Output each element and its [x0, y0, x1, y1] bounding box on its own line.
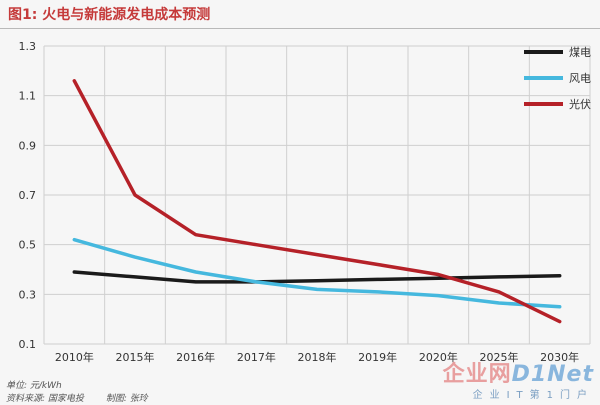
series-line-wind: [72, 237, 562, 309]
x-tick-label: 2025年: [480, 350, 519, 364]
x-tick-label: 2017年: [237, 350, 276, 364]
x-tick-label: 2010年: [55, 350, 94, 364]
y-tick-label: 0.3: [19, 288, 37, 301]
watermark-brand-cn: 企业网: [442, 362, 512, 387]
source-note: 资料来源: 国家电投 制图: 张玲: [6, 391, 148, 404]
y-tick-label: 0.9: [19, 139, 37, 152]
x-tick-label: 2020年: [419, 350, 458, 364]
author-label: 制图: 张玲: [105, 394, 148, 404]
watermark-tagline: 企业IT第1门户: [472, 390, 594, 401]
y-tick-label: 0.7: [19, 189, 37, 202]
y-axis-ticks: 0.1 0.3 0.5 0.7 0.9 1.1 1.3: [19, 40, 37, 351]
watermark-logo: 企业网D1Net 企业IT第1门户: [443, 356, 594, 401]
x-tick-label: 2018年: [298, 350, 337, 364]
watermark-brand: 企业网D1Net: [443, 356, 594, 388]
y-tick-label: 1.3: [19, 40, 37, 53]
y-tick-label: 1.1: [19, 90, 37, 103]
x-tick-label: 2030年: [540, 350, 579, 364]
watermark-brand-en: D1Net: [511, 362, 594, 387]
series-line-coal: [72, 270, 562, 284]
x-tick-label: 2016年: [176, 350, 215, 364]
y-tick-label: 0.1: [19, 338, 37, 351]
gridlines: [43, 45, 591, 345]
x-tick-label: 2015年: [116, 350, 155, 364]
legend-label-wind: 风电: [569, 72, 591, 85]
source-label: 资料来源: 国家电投: [6, 394, 84, 404]
x-axis-ticks: 2010年 2015年 2016年 2017年 2018年 2019年 2020年 2025年…: [55, 350, 579, 364]
title-divider: [0, 28, 600, 29]
y-tick-label: 0.5: [19, 239, 37, 252]
line-chart: 0.10.30.50.70.91.11.3 2010年 2015年 2016年 201…: [19, 40, 592, 364]
unit-note: 单位: 元/kWh: [6, 381, 62, 391]
series-lines: [72, 79, 562, 324]
legend-label-solar: 光伏: [569, 97, 591, 111]
x-tick-label: 2019年: [358, 350, 397, 364]
chart-title: 图1: 火电与新能源发电成本预测: [8, 7, 211, 23]
legend-label-coal: 煤电: [569, 46, 591, 59]
series-line-solar: [72, 79, 562, 324]
